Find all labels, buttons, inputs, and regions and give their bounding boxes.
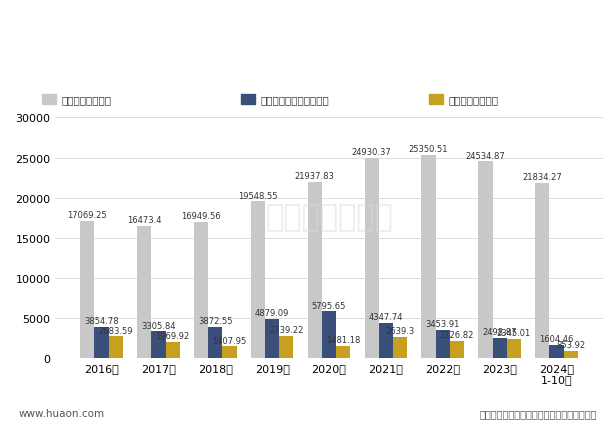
Text: 16473.4: 16473.4 [127, 216, 162, 225]
Text: 4879.09: 4879.09 [255, 308, 289, 317]
Text: 1481.18: 1481.18 [326, 335, 360, 344]
Text: 2016-2024年10月山西省房地产施工及竣工面积: 2016-2024年10月山西省房地产施工及竣工面积 [161, 64, 454, 83]
Text: 24534.87: 24534.87 [466, 151, 506, 160]
Text: 5795.65: 5795.65 [312, 301, 346, 310]
Bar [322, 311, 336, 358]
Text: 2498.87: 2498.87 [482, 327, 517, 336]
Text: 17069.25: 17069.25 [68, 211, 107, 220]
Bar [450, 341, 464, 358]
Text: 竣工面积（万㎡）: 竣工面积（万㎡） [448, 95, 499, 105]
Bar [393, 337, 407, 358]
Bar [95, 327, 109, 358]
Bar [336, 346, 351, 358]
Text: 3453.91: 3453.91 [426, 320, 460, 328]
Bar [535, 184, 549, 358]
Bar [223, 347, 237, 358]
Bar [507, 339, 521, 358]
Text: 4347.74: 4347.74 [368, 313, 403, 322]
Bar [137, 226, 151, 358]
Text: 25350.51: 25350.51 [409, 145, 448, 154]
Text: 21937.83: 21937.83 [295, 172, 335, 181]
Bar [241, 95, 255, 105]
Bar [365, 159, 379, 358]
Bar [80, 222, 95, 358]
Text: 2639.3: 2639.3 [386, 326, 415, 335]
Bar [478, 162, 493, 358]
Text: 3305.84: 3305.84 [141, 321, 176, 330]
Bar [435, 330, 450, 358]
Bar [165, 342, 180, 358]
Text: 24930.37: 24930.37 [352, 148, 392, 157]
Bar [429, 95, 443, 105]
Bar [208, 327, 223, 358]
Text: 华经情报网: 华经情报网 [18, 17, 56, 29]
Text: 2126.82: 2126.82 [440, 330, 474, 339]
Text: 21834.27: 21834.27 [522, 173, 562, 182]
Bar [563, 351, 578, 358]
Text: 华经产业研究院: 华经产业研究院 [265, 203, 393, 232]
Text: 3872.55: 3872.55 [198, 317, 232, 325]
Bar [251, 201, 265, 358]
Bar [194, 222, 208, 358]
Text: 3854.78: 3854.78 [84, 317, 119, 325]
Bar [265, 319, 279, 358]
Text: 2345.01: 2345.01 [497, 328, 531, 337]
Text: 1604.46: 1604.46 [539, 334, 574, 343]
Text: 16949.56: 16949.56 [181, 212, 221, 221]
Text: 施工面积（万㎡）: 施工面积（万㎡） [62, 95, 111, 105]
Text: 853.92: 853.92 [556, 340, 585, 349]
Text: 19548.55: 19548.55 [238, 191, 278, 200]
Bar [421, 155, 435, 358]
Text: 数据来源：国家统计局；华经产业研究院整理: 数据来源：国家统计局；华经产业研究院整理 [479, 408, 597, 418]
Bar [279, 336, 293, 358]
Bar [379, 323, 393, 358]
Text: www.huaon.com: www.huaon.com [18, 408, 105, 418]
Bar [308, 183, 322, 358]
Text: 1969.92: 1969.92 [156, 331, 190, 340]
Bar [549, 345, 563, 358]
Bar [109, 337, 123, 358]
Bar [493, 338, 507, 358]
Text: 1407.95: 1407.95 [212, 336, 247, 345]
Text: 专业严谨 • 客观科学: 专业严谨 • 客观科学 [530, 18, 597, 28]
Text: 新开工施工面积（万㎡）: 新开工施工面积（万㎡） [261, 95, 329, 105]
Text: 2739.22: 2739.22 [269, 325, 304, 334]
Text: 2683.59: 2683.59 [98, 326, 133, 335]
Bar [42, 95, 55, 105]
Bar [151, 331, 165, 358]
